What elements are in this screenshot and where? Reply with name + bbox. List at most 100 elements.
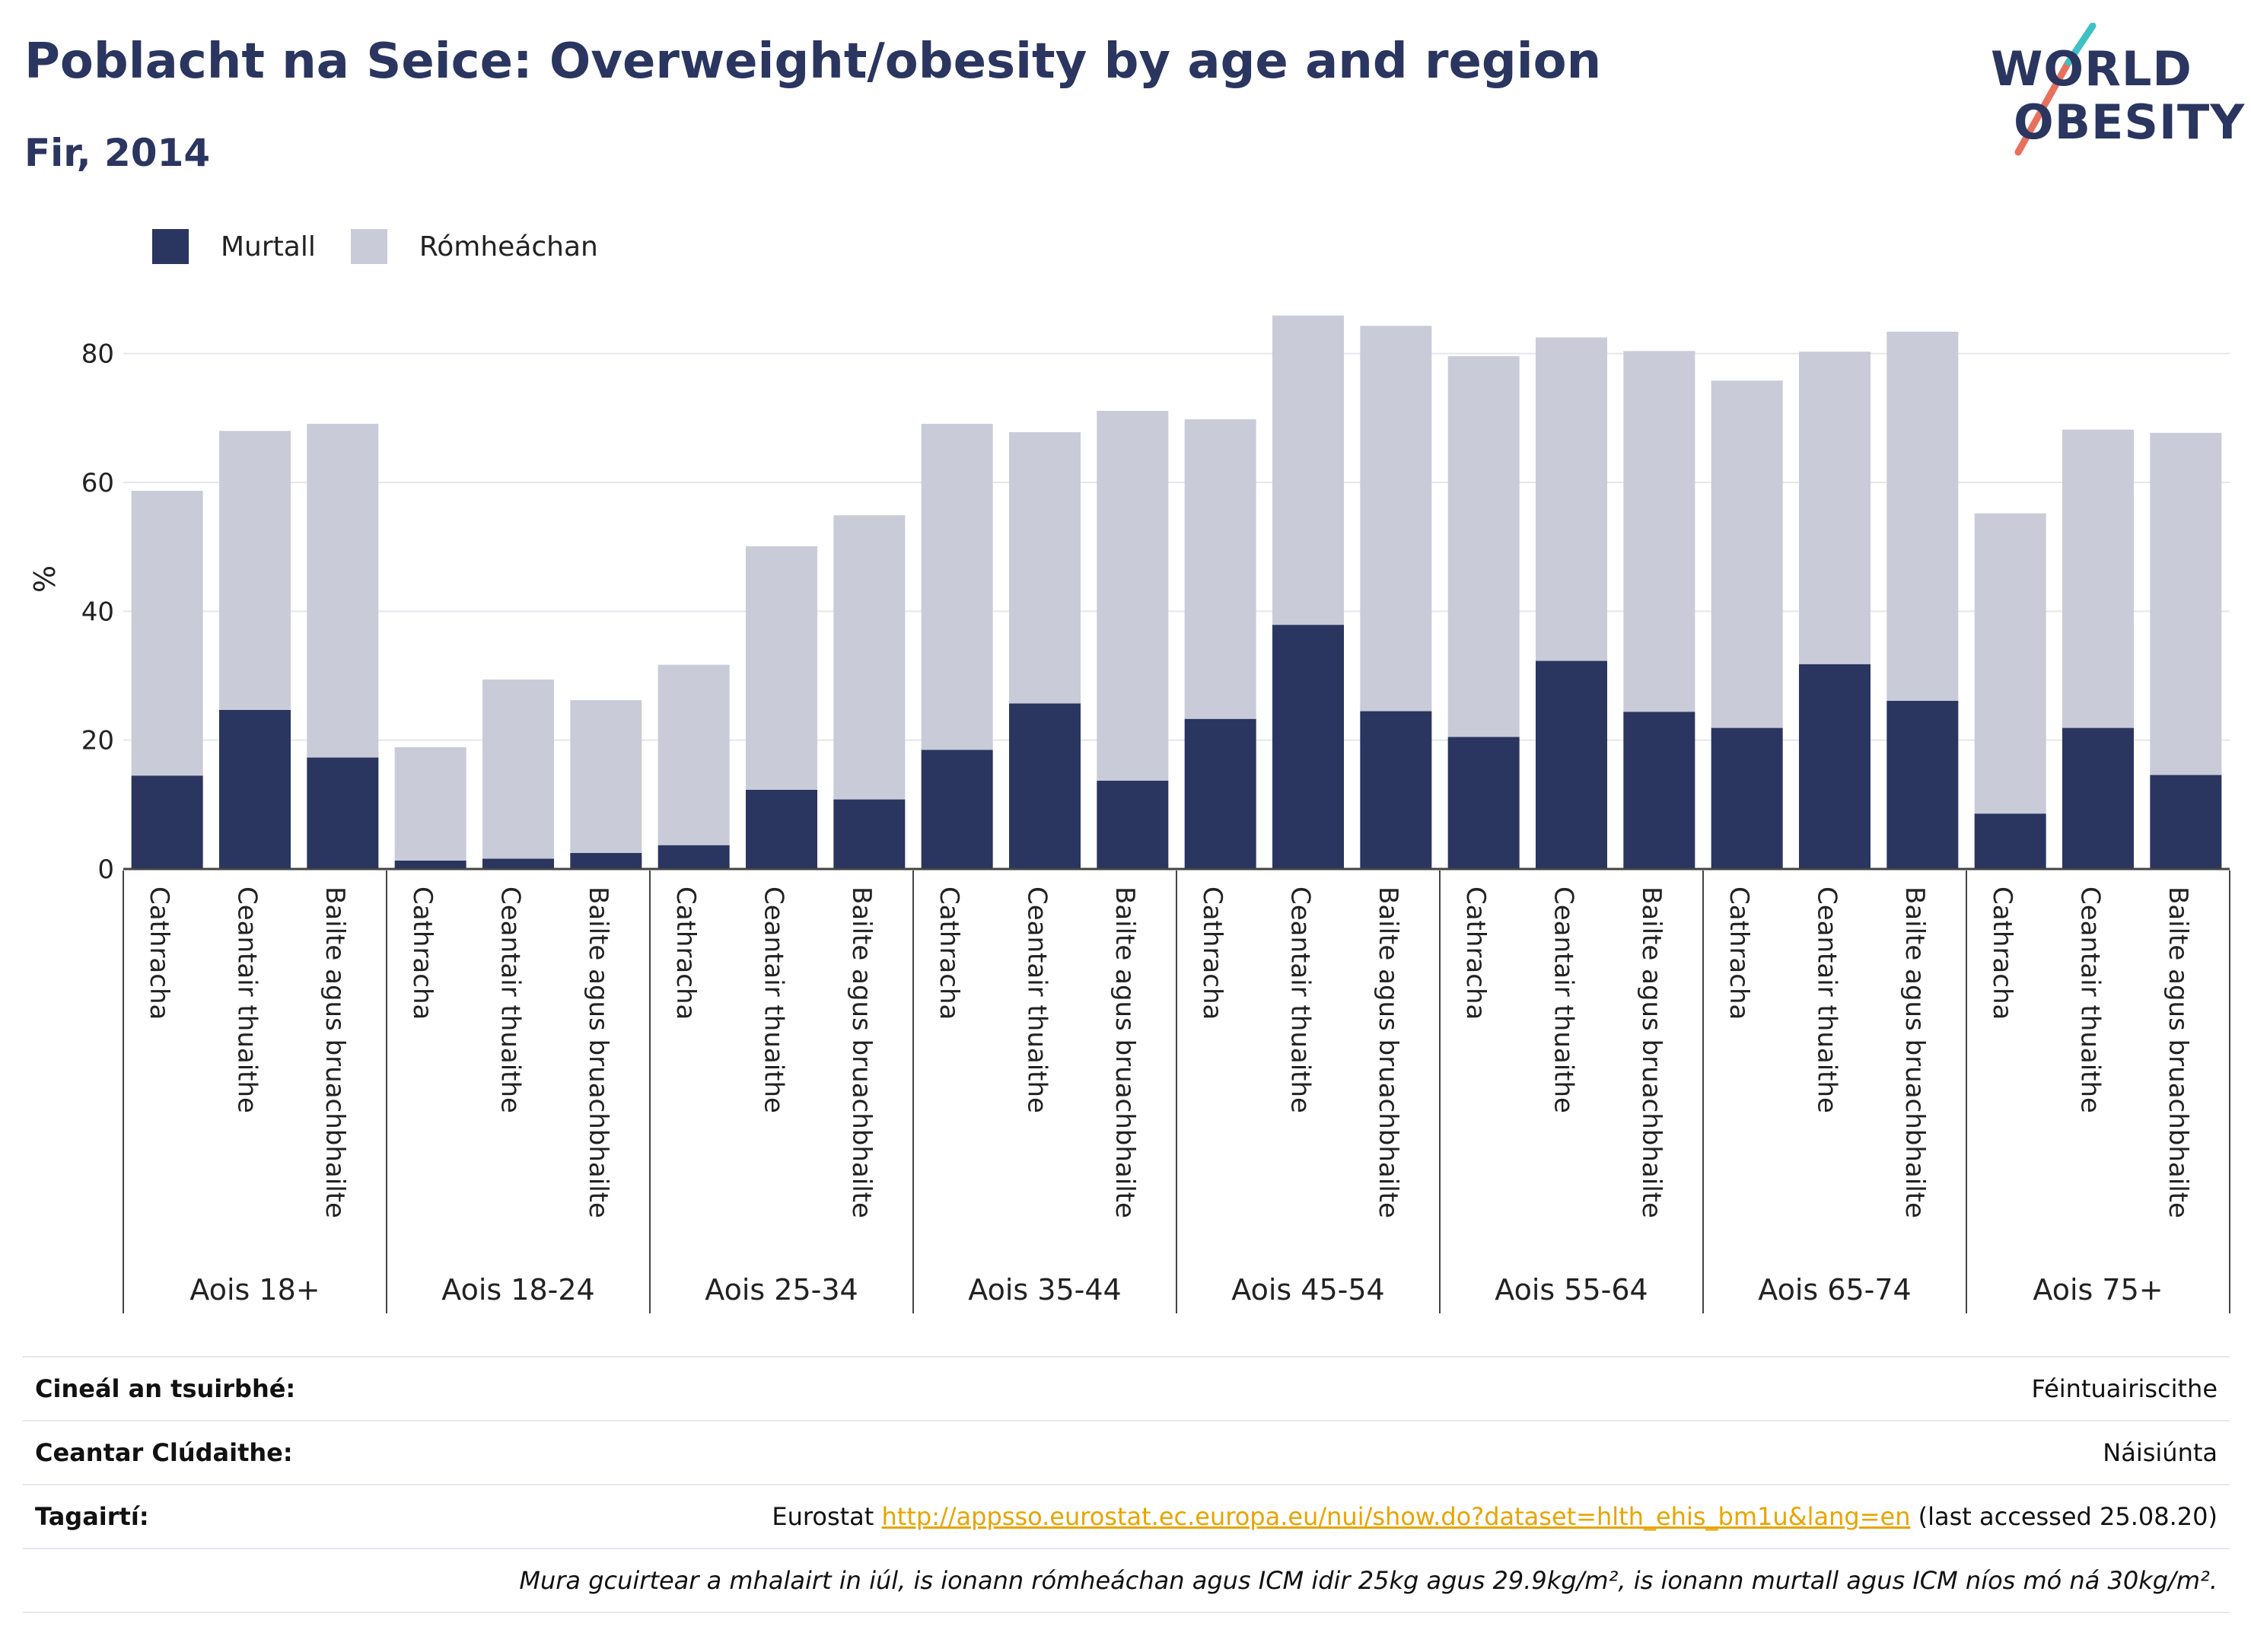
legend-swatch-romheachan — [350, 229, 387, 264]
bar-romheachan — [482, 680, 554, 859]
bar-murtall — [307, 757, 379, 869]
group-label: Aois 75+ — [2033, 1273, 2163, 1307]
bar-murtall — [1711, 727, 1783, 869]
group-label: Aois 25-34 — [705, 1273, 858, 1307]
x-tick-label: Cathracha — [934, 886, 964, 1020]
references-label: Tagairtí: — [35, 1502, 149, 1531]
bar-romheachan — [2150, 432, 2222, 775]
group-label: Aois 65-74 — [1758, 1273, 1911, 1307]
x-tick-label: Ceantair thuaithe — [1022, 886, 1052, 1113]
group-label: Aois 55-64 — [1495, 1273, 1648, 1307]
x-tick-label: Cathracha — [1724, 886, 1754, 1020]
bar-romheachan — [1799, 352, 1871, 664]
x-tick-label: Cathracha — [407, 886, 438, 1020]
bar-murtall — [1623, 711, 1695, 869]
bar-murtall — [1184, 718, 1256, 869]
bar-romheachan — [2062, 429, 2134, 728]
x-tick-label: Bailte agus bruachbhailte — [1636, 886, 1667, 1218]
x-tick-label: Cathracha — [670, 886, 701, 1020]
bar-murtall — [1974, 813, 2046, 869]
x-tick-label: Ceantair thuaithe — [2075, 886, 2106, 1113]
reference-source: Eurostat — [772, 1502, 874, 1531]
y-axis-label: % — [28, 565, 62, 593]
bar-murtall — [2150, 775, 2222, 869]
logo-slash-icon — [2014, 23, 2097, 156]
bar-romheachan — [570, 700, 642, 853]
bar-romheachan — [1360, 326, 1432, 711]
x-tick-label: Cathracha — [1987, 886, 2017, 1020]
bar-murtall — [394, 860, 466, 869]
footer-row-note: Mura gcuirtear a mhalairt in iúl, is ion… — [23, 1548, 2230, 1613]
footer-row-coverage: Ceantar Clúdaithe: Náisiúnta — [23, 1420, 2230, 1484]
bar-murtall — [1447, 737, 1520, 869]
x-tick-label: Ceantair thuaithe — [1812, 886, 1842, 1113]
reference-accessed: (last accessed 25.08.20) — [1918, 1502, 2218, 1531]
x-tick-label: Bailte agus bruachbhailte — [320, 886, 350, 1218]
bar-romheachan — [1623, 351, 1695, 712]
stacked-bar-chart: 0 20 40 60 80% Cathracha Ceantair thuaithe Bail… — [28, 315, 2230, 1313]
x-tick-label: Bailte agus bruachbhailte — [846, 886, 877, 1218]
bar-murtall — [1799, 664, 1871, 869]
bmi-definition-note: Mura gcuirtear a mhalairt in iúl, is ion… — [519, 1566, 2218, 1595]
reference-link[interactable]: http://appsso.eurostat.ec.europa.eu/nui/… — [881, 1502, 1911, 1531]
bar-murtall — [2062, 727, 2134, 869]
bar-murtall — [1536, 660, 1607, 869]
bar-romheachan — [833, 515, 906, 800]
bar-murtall — [1360, 711, 1432, 869]
x-tick-label: Ceantair thuaithe — [1285, 886, 1316, 1113]
references-value: Eurostat http://appsso.eurostat.ec.europ… — [772, 1502, 2230, 1531]
bar-romheachan — [1097, 411, 1169, 781]
bar-murtall — [1009, 703, 1081, 869]
legend-item-romheachan[interactable]: Rómheáchan — [350, 229, 598, 264]
bar-romheachan — [1536, 337, 1607, 661]
x-tick-label: Cathracha — [1460, 886, 1491, 1020]
coverage-label: Ceantar Clúdaithe: — [35, 1438, 293, 1467]
coverage-value: Náisiúnta — [2103, 1438, 2218, 1467]
bar-romheachan — [1009, 431, 1081, 704]
bar-murtall — [921, 750, 993, 869]
x-tick-label: Ceantair thuaithe — [495, 886, 526, 1113]
bar-romheachan — [394, 746, 466, 861]
y-tick-label: 60 — [81, 468, 114, 498]
x-tick-label: Bailte agus bruachbhailte — [1373, 886, 1403, 1218]
bar-romheachan — [921, 423, 993, 750]
legend-item-murtall[interactable]: Murtall — [152, 229, 316, 264]
bar-romheachan — [1447, 356, 1520, 737]
bar-murtall — [219, 709, 291, 869]
x-tick-label: Cathracha — [144, 886, 174, 1020]
bar-romheachan — [657, 664, 730, 845]
bar-romheachan — [131, 491, 203, 776]
bar-murtall — [1097, 781, 1169, 869]
group-label: Aois 35-44 — [968, 1273, 1121, 1307]
bar-murtall — [1886, 701, 1959, 869]
chart-footer: Cineál an tsuirbhé: Féintuairiscithe Cea… — [23, 1356, 2230, 1613]
bar-murtall — [833, 799, 906, 869]
chart-legend: Murtall Rómheáchan — [152, 225, 633, 268]
x-tick-label: Bailte agus bruachbhailte — [1110, 886, 1140, 1218]
bar-romheachan — [1711, 380, 1783, 728]
chart-title: Poblacht na Seice: Overweight/obesity by… — [24, 33, 1602, 90]
logo-line-2: OBESITY — [2014, 94, 2246, 150]
y-tick-label: 0 — [97, 855, 114, 885]
bar-murtall — [657, 845, 730, 869]
bar-romheachan — [1974, 513, 2046, 814]
group-label: Aois 18+ — [189, 1273, 320, 1307]
bar-romheachan — [1886, 331, 1959, 702]
legend-label-murtall: Murtall — [221, 231, 316, 263]
x-tick-label: Bailte agus bruachbhailte — [2163, 886, 2193, 1218]
survey-type-value: Féintuairiscithe — [2031, 1374, 2218, 1403]
bar-murtall — [131, 775, 203, 869]
bar-romheachan — [746, 546, 817, 790]
x-tick-label: Ceantair thuaithe — [1549, 886, 1579, 1113]
world-obesity-logo: WORLD OBESITY — [1979, 23, 2244, 167]
x-tick-label: Ceantair thuaithe — [759, 886, 789, 1113]
legend-swatch-murtall — [152, 229, 189, 264]
bar-murtall — [1272, 625, 1344, 869]
bar-murtall — [746, 789, 817, 869]
y-tick-label: 80 — [81, 339, 114, 370]
legend-label-romheachan: Rómheáchan — [419, 231, 598, 263]
footer-row-references: Tagairtí: Eurostat http://appsso.eurosta… — [23, 1484, 2230, 1548]
chart-subtitle: Fir, 2014 — [24, 131, 211, 175]
x-tick-label: Cathracha — [1197, 886, 1227, 1020]
bar-romheachan — [219, 431, 291, 710]
